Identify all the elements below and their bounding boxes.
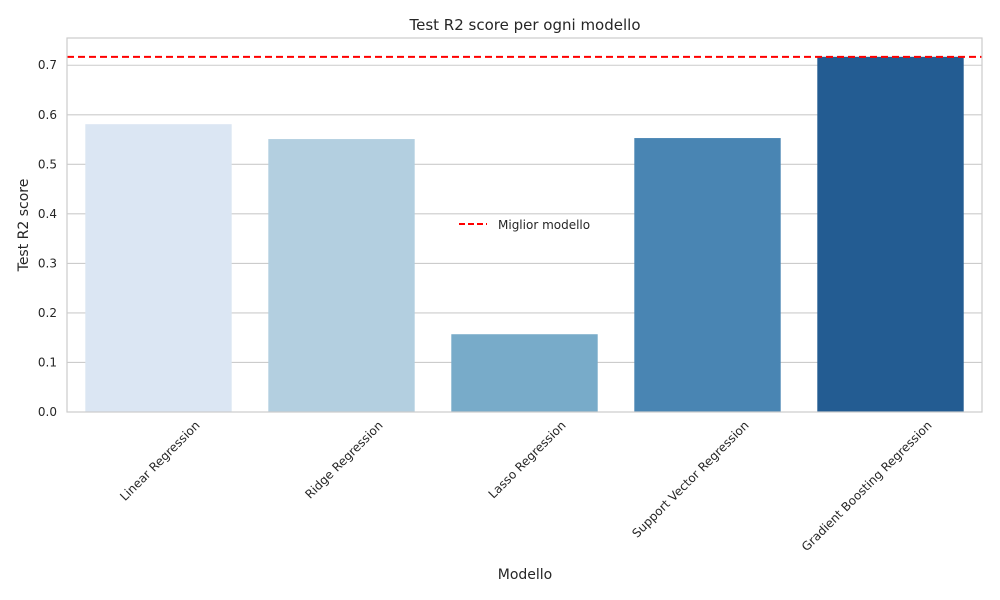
y-tick-label: 0.0 xyxy=(38,405,57,419)
bar-1 xyxy=(268,139,415,412)
bars xyxy=(85,56,964,413)
y-tick-label: 0.6 xyxy=(38,108,57,122)
chart-title: Test R2 score per ogni modello xyxy=(409,16,641,34)
y-tick-label: 0.3 xyxy=(38,256,57,270)
legend: Miglior modello xyxy=(459,218,590,232)
bar-4 xyxy=(817,56,964,412)
x-axis-label: Modello xyxy=(498,567,553,583)
y-tick-label: 0.4 xyxy=(38,207,57,221)
legend-label: Miglior modello xyxy=(498,218,590,232)
bar-3 xyxy=(634,138,781,412)
bar-2 xyxy=(451,334,598,412)
y-tick-label: 0.5 xyxy=(38,157,57,171)
y-tick-labels: 0.0 0.1 0.2 0.3 0.4 0.5 0.6 0.7 xyxy=(38,58,57,419)
y-tick-label: 0.2 xyxy=(38,306,57,320)
bar-0 xyxy=(85,124,232,413)
y-axis-label: Test R2 score xyxy=(16,179,32,273)
plot-frame xyxy=(66,37,983,413)
y-tick-label: 0.1 xyxy=(38,355,57,369)
y-tick-label: 0.7 xyxy=(38,58,57,72)
